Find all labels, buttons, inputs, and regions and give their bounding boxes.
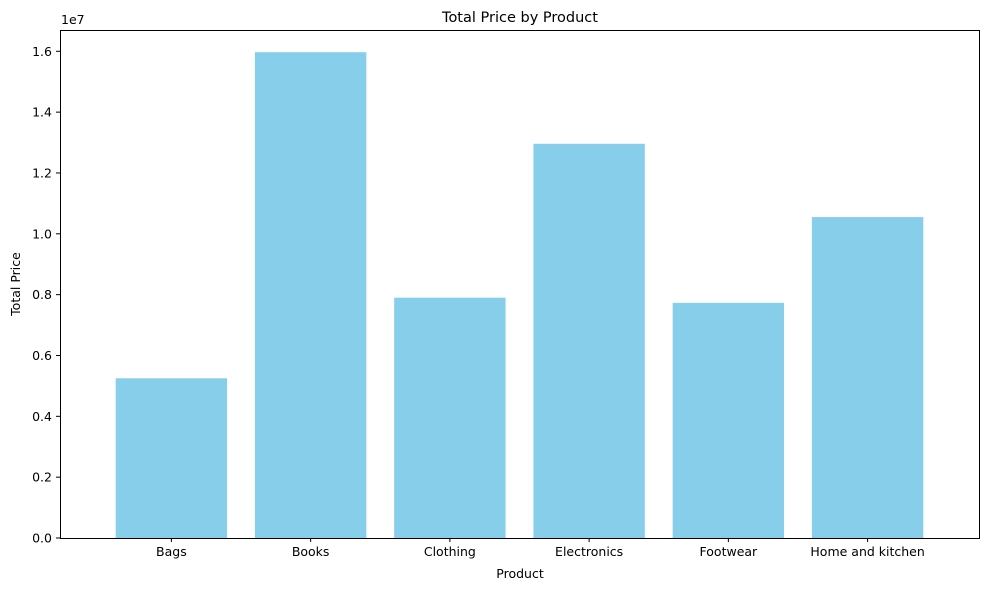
y-tick-label: 1.2 <box>32 165 52 180</box>
x-tick-label: Clothing <box>424 544 476 559</box>
chart-title: Total Price by Product <box>441 10 598 26</box>
x-tick-label: Electronics <box>555 544 623 559</box>
x-tick-label: Footwear <box>700 544 759 559</box>
plot-area-frame <box>60 30 980 539</box>
y-tick-label: 1.4 <box>32 105 52 120</box>
bar-home-and-kitchen <box>811 217 924 538</box>
bar-books <box>254 52 367 538</box>
y-axis-ticks: 0.0 0.2 0.4 0.6 0.8 1.0 1.2 1.4 1.6 <box>32 44 60 546</box>
y-tick-label: 0.6 <box>32 348 52 363</box>
x-tick-label: Home and kitchen <box>810 544 924 559</box>
bar-clothing <box>394 297 506 538</box>
y-tick-label: 1.0 <box>32 226 52 241</box>
x-axis-label: Product <box>496 566 544 581</box>
bar-footwear <box>672 302 785 538</box>
bar-bags <box>115 378 228 538</box>
y-tick-label: 0.4 <box>32 409 52 424</box>
x-tick-label: Books <box>292 544 330 559</box>
x-tick-label: Bags <box>156 544 187 559</box>
x-axis-ticks: Bags Books Clothing Electronics Footwear Home… <box>156 538 925 559</box>
y-tick-label: 0.8 <box>32 287 52 302</box>
y-tick-label: 0.2 <box>32 470 52 485</box>
y-axis-scale-label: 1e7 <box>61 12 85 27</box>
y-tick-label: 0.0 <box>32 531 52 546</box>
bars-group <box>115 52 924 538</box>
y-axis-label: Total Price <box>8 252 23 317</box>
y-tick-label: 1.6 <box>32 44 52 59</box>
bar-electronics <box>533 143 645 538</box>
